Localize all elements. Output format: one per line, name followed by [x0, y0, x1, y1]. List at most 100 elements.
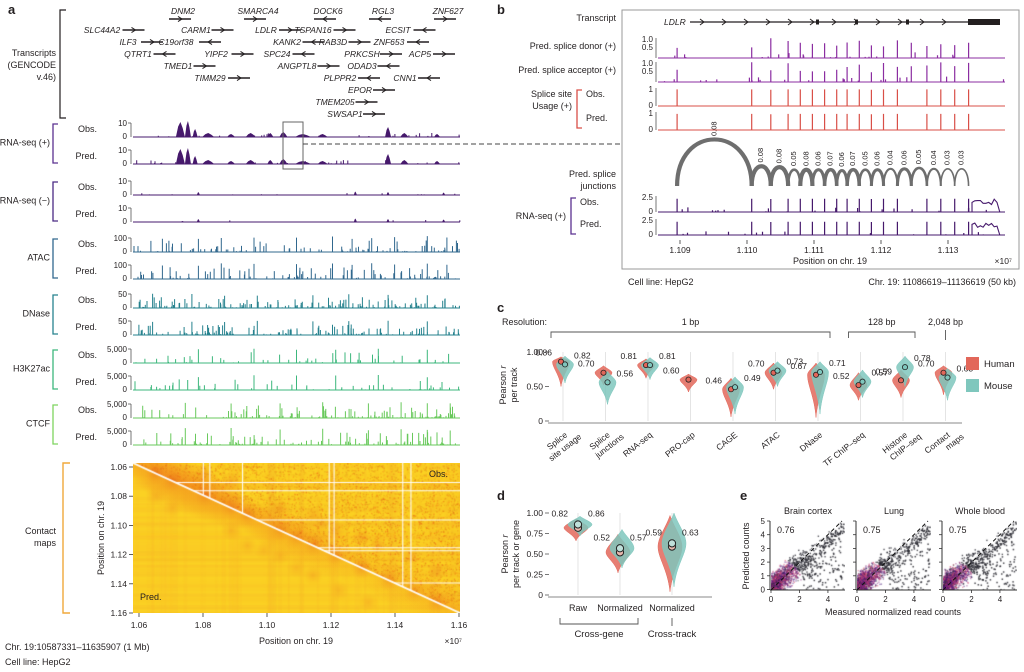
- transcript-arrow-icon: [721, 18, 727, 26]
- transcript-arrow-icon: [699, 18, 705, 26]
- gene-model-icon: [348, 38, 371, 46]
- splice-junction-arc: [953, 168, 970, 187]
- d-value-human: 0.82: [551, 508, 568, 518]
- gene-model-icon: [193, 62, 216, 70]
- svg-text:0.5: 0.5: [642, 43, 654, 52]
- junction-value-label: 0.05: [914, 150, 923, 165]
- junction-value-label: 0.04: [929, 150, 938, 165]
- track-ymax: 10: [118, 204, 127, 213]
- d-ylabel2: per track or gene: [511, 520, 521, 588]
- c-value-human: 0.70: [918, 359, 935, 369]
- gene-label: TIMM29: [194, 73, 225, 83]
- contact-ytick: 1.14: [110, 579, 127, 589]
- track-ymin: 0: [123, 413, 128, 422]
- gene-model-icon: [292, 50, 315, 58]
- contact-ylabel: Position on chr. 19: [96, 501, 106, 575]
- c-category-label: HistoneChIP–seq: [880, 423, 923, 463]
- e-xlabel: Measured normalized read counts: [825, 607, 962, 617]
- track-peaks: [175, 121, 441, 137]
- track-signal: [135, 348, 450, 363]
- track-group-bracket: [52, 404, 58, 445]
- c-ytick: 1.00: [526, 347, 543, 357]
- contact-maps-bracket: [62, 462, 70, 614]
- b-rna-endblock: [971, 222, 1001, 236]
- usage-row-label2: Usage (+): [532, 101, 572, 111]
- gene-label: DOCK6: [313, 6, 343, 16]
- c-mean-marker-mouse: [859, 378, 866, 385]
- track-row-label: Obs.: [78, 124, 97, 134]
- panel-d-label: d: [497, 488, 505, 503]
- track-group-bracket: [52, 238, 58, 279]
- contact-pred-label: Pred.: [140, 592, 162, 602]
- gene-model-icon: [418, 74, 440, 82]
- resolution-label: Resolution:: [502, 317, 547, 327]
- track-row-label: Pred.: [75, 432, 97, 442]
- contact-ytick: 1.12: [110, 550, 127, 560]
- junctions-row-label: Pred. splice: [569, 169, 616, 179]
- b-track-ymax: 1.0: [642, 35, 654, 44]
- junction-value-label: 0.05: [789, 151, 798, 166]
- gene-model-icon: [413, 26, 436, 34]
- gene-model-icon: [244, 15, 266, 23]
- contact-ytick: 1.08: [110, 491, 127, 501]
- svg-text:0.5: 0.5: [642, 67, 654, 76]
- c-mean-marker-mouse: [774, 367, 781, 374]
- junction-value-label: 0.03: [957, 150, 966, 165]
- gene-label: SLC44A2: [84, 25, 121, 35]
- gene-model-icon: [407, 38, 429, 46]
- track-signal: [134, 375, 460, 390]
- c-value-mouse: 0.82: [574, 350, 591, 360]
- d-value-mouse: 0.86: [588, 508, 605, 518]
- junction-value-label: 0.08: [801, 151, 810, 166]
- c-value-mouse: 0.78: [914, 353, 931, 363]
- transcript-arrow-icon: [919, 18, 925, 26]
- gene-model-icon: [199, 38, 221, 46]
- c-value-human: 0.81: [620, 351, 637, 361]
- b-rna-row-label: RNA-seq (+): [516, 211, 566, 221]
- gene-model-icon: [141, 38, 163, 46]
- c-mean-marker-mouse: [647, 362, 654, 369]
- gene-label: ANGPTL8: [277, 61, 317, 71]
- b-xtick: 1.112: [871, 245, 892, 255]
- c-mean-marker-mouse: [944, 374, 951, 381]
- c-category-label: Splicesite usage: [540, 423, 583, 463]
- contact-maps-label: Contact: [25, 526, 57, 536]
- b-track-ymin: 0: [649, 230, 654, 239]
- e-xtick: 0: [769, 595, 774, 604]
- b-track-signal: [676, 198, 987, 212]
- gene-model-icon: [153, 50, 176, 58]
- e-xtick: 2: [969, 595, 974, 604]
- transcript-arrow-icon: [743, 18, 749, 26]
- usage-bracket: [576, 89, 582, 129]
- transcripts-gencode-label: Transcripts: [12, 48, 57, 58]
- c-mean-marker-human: [940, 369, 947, 376]
- gene-label: ZNF627: [432, 6, 464, 16]
- panel-a-cellline-footer: Cell line: HepG2: [5, 657, 71, 667]
- usage-obs-label: Obs.: [586, 89, 605, 99]
- gene-label: SPC24: [264, 49, 291, 59]
- usage-pred-label: Pred.: [586, 113, 608, 123]
- gene-model-icon: [317, 62, 340, 70]
- panel-a-label: a: [8, 2, 16, 17]
- track-ymin: 0: [123, 330, 128, 339]
- gene-label: ACP5: [408, 49, 431, 59]
- b-xtick: 1.110: [737, 245, 758, 255]
- b-track-ymax: 1.0: [642, 59, 654, 68]
- transcripts-gencode-label: (GENCODE: [7, 60, 56, 70]
- track-ymin: 0: [123, 217, 128, 226]
- track-ymax: 100: [114, 234, 128, 243]
- track-ymax: 10: [118, 146, 127, 155]
- contact-map-heatmap: [133, 463, 460, 613]
- c-violin-mouse: [598, 370, 617, 405]
- junction-value-label: 0.05: [860, 151, 869, 166]
- track-row-label: Pred.: [75, 209, 97, 219]
- track-group-bracket: [52, 349, 58, 390]
- legend-label: Mouse: [984, 381, 1013, 392]
- d-group-label: Cross-gene: [574, 629, 623, 640]
- c-category-label: CAGE: [714, 429, 739, 452]
- junction-value-label: 0.07: [848, 151, 857, 166]
- contact-xtick: 1.14: [387, 620, 404, 630]
- track-ymax: 5,000: [107, 345, 128, 354]
- ldlr-gene-label: LDLR: [664, 17, 686, 27]
- transcript-arrow-icon: [831, 18, 837, 26]
